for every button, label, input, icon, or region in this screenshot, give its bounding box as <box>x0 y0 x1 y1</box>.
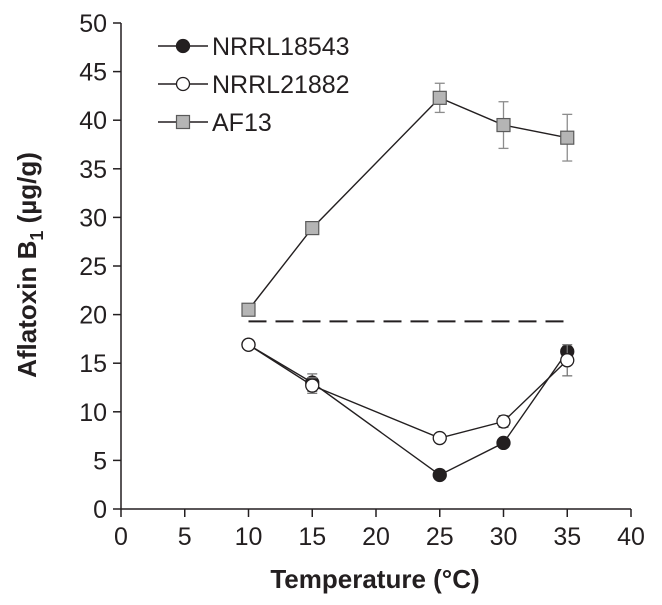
data-point <box>305 220 320 236</box>
y-tick-label: 10 <box>79 399 107 427</box>
axes <box>120 23 631 510</box>
data-point <box>560 353 575 368</box>
data-point <box>560 130 575 145</box>
x-tick-label: 35 <box>553 523 581 551</box>
x-tick-label: 0 <box>114 523 128 551</box>
data-point <box>241 337 256 352</box>
y-tick-label: 45 <box>79 59 107 87</box>
data-point <box>496 435 511 451</box>
data-point <box>432 90 447 105</box>
x-ticks: 0 5 10 15 20 25 30 35 40 <box>114 509 645 551</box>
y-tick-label: 50 <box>79 10 107 38</box>
legend-item-0: NRRL18543 <box>158 33 350 61</box>
series-line <box>248 344 568 476</box>
y-axis-title: Aflatoxin B1 (µg/g) <box>12 152 47 378</box>
x-axis-title: Temperature (°C) <box>270 564 479 594</box>
y-ticks: 0 5 10 15 20 25 30 35 40 45 50 <box>79 10 121 524</box>
data-point <box>432 430 447 446</box>
data-point <box>305 378 320 393</box>
series-0 <box>241 337 575 483</box>
y-axis-title-main: Aflatoxin B <box>12 241 42 378</box>
x-tick-label: 40 <box>617 523 645 551</box>
series-line <box>247 97 568 311</box>
legend-item-2: AF13 <box>158 109 272 137</box>
legend-label: AF13 <box>212 109 272 137</box>
data-point <box>432 467 447 483</box>
legend-label: NRRL21882 <box>212 71 350 99</box>
y-tick-label: 25 <box>79 253 107 281</box>
data-point <box>496 117 511 133</box>
series-2 <box>241 82 575 317</box>
x-tick-label: 30 <box>490 523 518 551</box>
series-1 <box>241 337 575 446</box>
x-tick-label: 25 <box>426 523 454 551</box>
x-tick-label: 15 <box>298 523 326 551</box>
legend-item-1: NRRL21882 <box>158 71 350 99</box>
series-line <box>248 344 568 439</box>
y-tick-label: 30 <box>79 204 107 232</box>
legend-marker <box>175 38 191 54</box>
y-tick-label: 15 <box>79 350 107 378</box>
y-tick-label: 40 <box>79 107 107 135</box>
y-axis-title-subscript: 1 <box>27 231 47 241</box>
data-point <box>241 302 256 317</box>
legend-marker <box>175 76 191 92</box>
legend: NRRL18543 NRRL21882 AF13 <box>158 33 350 137</box>
x-tick-label: 5 <box>178 523 192 551</box>
data-point <box>496 414 511 429</box>
y-axis-title-unit: (µg/g) <box>12 152 42 231</box>
x-tick-label: 10 <box>235 523 263 551</box>
x-tick-label: 20 <box>362 523 390 551</box>
legend-marker <box>175 114 191 130</box>
y-tick-label: 35 <box>79 156 107 184</box>
y-tick-label: 0 <box>93 496 107 524</box>
series-group <box>241 82 575 483</box>
y-tick-label: 20 <box>79 302 107 330</box>
legend-label: NRRL18543 <box>212 33 350 61</box>
y-tick-label: 5 <box>93 447 107 475</box>
